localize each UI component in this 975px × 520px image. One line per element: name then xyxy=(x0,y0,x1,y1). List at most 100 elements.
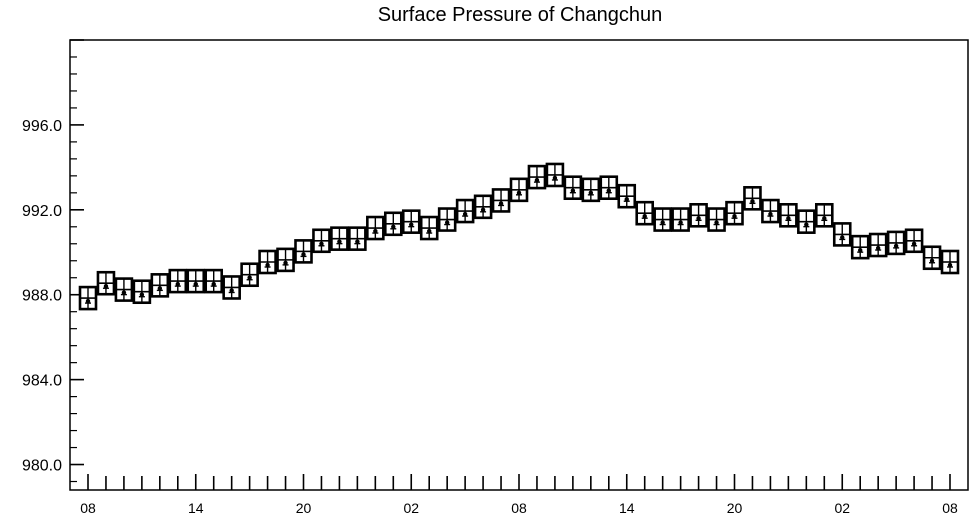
box-mark xyxy=(904,228,924,254)
box-mark xyxy=(150,273,170,298)
chart-title: Surface Pressure of Changchun xyxy=(377,4,663,26)
box-mark xyxy=(78,285,98,311)
box-mark xyxy=(222,275,241,300)
box-point xyxy=(516,190,522,196)
box-point xyxy=(301,252,306,257)
box-point xyxy=(804,222,809,227)
y-tick-label: 980.0 xyxy=(22,458,62,475)
x-tick-label: 14 xyxy=(188,500,204,516)
box-mark xyxy=(294,239,313,264)
y-tick-label: 992.0 xyxy=(22,203,62,220)
box-point xyxy=(875,245,881,251)
x-tick-label: 20 xyxy=(296,500,312,516)
box-point xyxy=(678,220,683,225)
box-point xyxy=(732,213,737,219)
box-mark xyxy=(743,186,762,211)
box-mark xyxy=(689,203,708,228)
box-mark xyxy=(114,277,134,302)
box-point xyxy=(660,220,665,225)
box-mark xyxy=(168,268,188,294)
box-mark xyxy=(419,215,439,241)
box-mark xyxy=(330,226,349,251)
box-point xyxy=(229,288,234,293)
plot-frame xyxy=(69,39,969,491)
box-point xyxy=(498,201,504,206)
x-tick-label: 14 xyxy=(619,500,635,516)
box-point xyxy=(858,247,863,253)
box-point xyxy=(337,239,342,244)
box-mark xyxy=(868,232,888,258)
box-point xyxy=(606,188,611,193)
box-mark xyxy=(258,249,277,275)
box-series xyxy=(78,162,960,311)
box-point xyxy=(822,216,827,221)
x-tick-label: 08 xyxy=(80,500,96,516)
box-mark xyxy=(437,207,457,232)
box-mark xyxy=(635,200,655,226)
box-mark xyxy=(617,183,637,209)
box-mark xyxy=(599,175,619,201)
box-mark xyxy=(240,262,259,288)
box-mark xyxy=(814,203,834,228)
box-point xyxy=(211,281,216,287)
box-mark xyxy=(366,215,385,241)
box-point xyxy=(319,241,324,246)
box-point xyxy=(427,228,432,234)
box-point xyxy=(265,262,270,268)
box-mark xyxy=(401,209,421,234)
box-point xyxy=(750,199,755,204)
box-point xyxy=(139,292,145,297)
box-mark xyxy=(527,164,547,190)
box-mark xyxy=(96,270,116,296)
y-tick-label: 984.0 xyxy=(22,373,62,390)
box-mark xyxy=(922,245,942,271)
box-mark xyxy=(779,203,798,228)
box-mark xyxy=(797,209,816,234)
box-point xyxy=(444,220,450,225)
box-mark xyxy=(563,175,583,201)
box-point xyxy=(175,281,180,287)
box-point xyxy=(588,190,594,196)
box-mark xyxy=(850,234,870,260)
x-tick-label: 08 xyxy=(942,500,958,516)
box-mark xyxy=(509,177,529,203)
box-point xyxy=(552,175,558,181)
x-tick-label: 20 xyxy=(727,500,743,516)
box-point xyxy=(911,241,917,246)
x-tick-label: 02 xyxy=(403,500,419,516)
y-tick-label: 988.0 xyxy=(22,288,62,305)
box-point xyxy=(624,196,629,202)
x-tick-label: 08 xyxy=(511,500,527,516)
box-mark xyxy=(653,207,672,232)
box-mark xyxy=(204,268,224,294)
y-axis: 980.0 984.0 988.0 992.0 996.0 xyxy=(22,39,84,483)
box-point xyxy=(786,216,791,221)
box-point xyxy=(840,235,845,240)
box-point xyxy=(247,275,252,280)
box-point xyxy=(373,228,378,234)
box-point xyxy=(534,177,540,183)
box-mark xyxy=(832,222,852,247)
box-mark xyxy=(725,200,744,226)
box-mark xyxy=(473,194,493,220)
box-point xyxy=(480,207,486,213)
box-point xyxy=(768,211,773,217)
box-point xyxy=(283,260,288,266)
box-point xyxy=(696,216,701,221)
box-point xyxy=(714,220,719,225)
y-tick-label: 996.0 xyxy=(22,118,62,135)
box-point xyxy=(642,213,647,219)
box-mark xyxy=(545,162,565,188)
box-mark xyxy=(581,177,601,203)
box-point xyxy=(157,286,163,291)
box-point xyxy=(193,281,198,287)
box-point xyxy=(947,262,953,268)
box-mark xyxy=(348,226,367,251)
box-point xyxy=(85,298,91,304)
box-point xyxy=(570,188,576,193)
box-mark xyxy=(186,268,206,294)
box-mark xyxy=(383,211,403,237)
box-point xyxy=(409,222,414,227)
box-mark xyxy=(671,207,690,232)
